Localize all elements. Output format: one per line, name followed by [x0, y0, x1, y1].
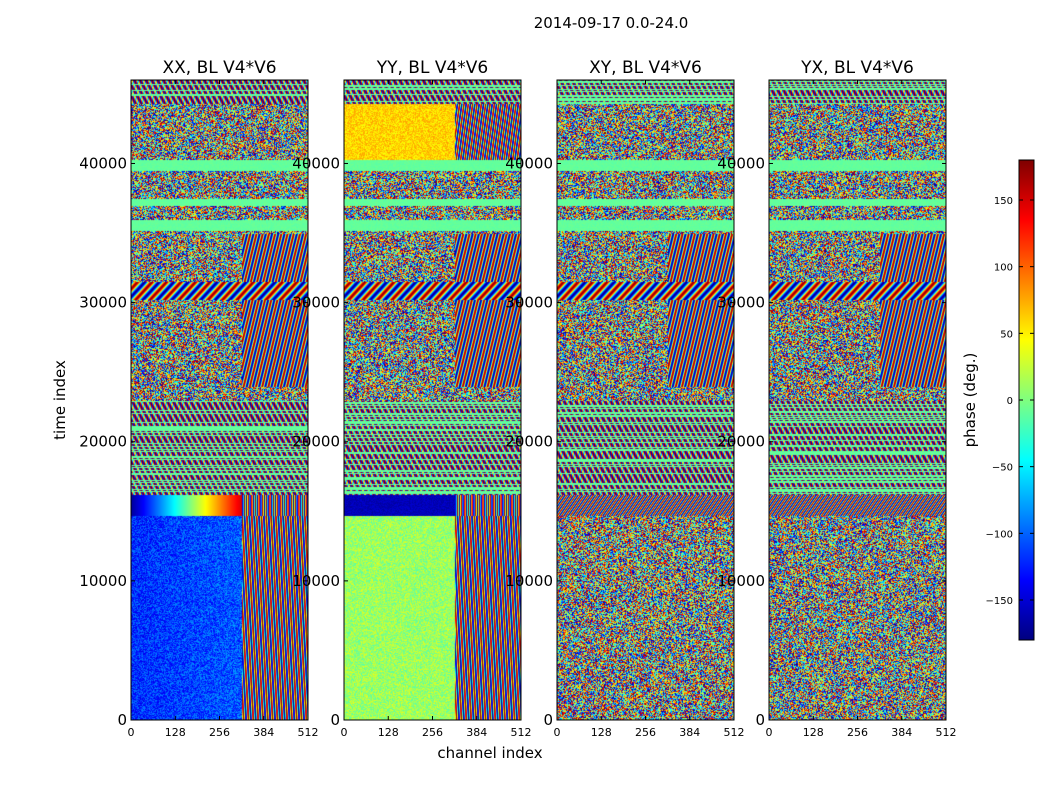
y-tick-label: 40000	[505, 154, 553, 172]
y-tick-label: 0	[755, 711, 765, 729]
x-tick-label: 384	[466, 726, 487, 739]
y-tick-label: 20000	[79, 433, 127, 451]
colorbar-tick-label: 100	[994, 263, 1013, 274]
y-tick-label: 30000	[505, 294, 553, 312]
figure-suptitle: 2014-09-17 0.0-24.0	[534, 14, 689, 32]
panel-title: YX, BL V4*V6	[800, 58, 914, 78]
y-tick-label: 30000	[717, 294, 765, 312]
x-tick-label: 128	[165, 726, 186, 739]
y-tick-label: 30000	[292, 294, 340, 312]
x-tick-label: 512	[724, 726, 745, 739]
colorbar: −150 −100 −50 0 50 100 150 phase (deg.)	[961, 159, 1035, 641]
x-tick-label: 384	[253, 726, 274, 739]
y-tick-label: 10000	[505, 572, 553, 590]
x-tick-label: 0	[128, 726, 135, 739]
y-tick-label: 10000	[717, 572, 765, 590]
figure-xlabel: channel index	[437, 744, 542, 762]
y-tick-label: 40000	[292, 154, 340, 172]
panel-title: YY, BL V4*V6	[376, 58, 489, 78]
heatmap-image	[769, 80, 946, 720]
x-tick-label: 256	[209, 726, 230, 739]
x-tick-label: 128	[378, 726, 399, 739]
y-tick-label: 30000	[79, 294, 127, 312]
x-tick-label: 512	[936, 726, 957, 739]
x-tick-label: 128	[591, 726, 612, 739]
panel-title: XX, BL V4*V6	[162, 58, 276, 78]
x-tick-label: 0	[341, 726, 348, 739]
y-tick-label: 10000	[292, 572, 340, 590]
heatmap-panel: YX, BL V4*V6 0 128 256 384 512 0 10000 20000 3000…	[717, 58, 956, 739]
heatmap-image	[344, 80, 521, 720]
y-tick-label: 0	[117, 711, 127, 729]
y-tick-label: 40000	[79, 154, 127, 172]
heatmap-image	[557, 80, 734, 720]
colorbar-label: phase (deg.)	[961, 353, 979, 448]
figure-ylabel: time index	[51, 360, 69, 440]
y-tick-label: 0	[543, 711, 553, 729]
x-tick-label: 512	[298, 726, 319, 739]
x-tick-label: 256	[847, 726, 868, 739]
y-tick-label: 0	[330, 711, 340, 729]
panel-title: XY, BL V4*V6	[589, 58, 702, 78]
heatmap-image	[131, 80, 308, 720]
x-tick-label: 256	[422, 726, 443, 739]
y-tick-label: 20000	[505, 433, 553, 451]
y-tick-label: 10000	[79, 572, 127, 590]
y-tick-label: 40000	[717, 154, 765, 172]
heatmap-panel: XY, BL V4*V6 0 128 256 384 512 0 10000 20000 3000…	[505, 58, 744, 739]
colorbar-tick-label: 50	[1000, 329, 1013, 340]
x-tick-label: 128	[803, 726, 824, 739]
colorbar-tick-label: 0	[1007, 396, 1013, 407]
x-tick-label: 384	[891, 726, 912, 739]
x-tick-label: 384	[679, 726, 700, 739]
x-tick-label: 256	[635, 726, 656, 739]
y-tick-label: 20000	[292, 433, 340, 451]
x-tick-label: 0	[766, 726, 773, 739]
x-tick-label: 0	[554, 726, 561, 739]
heatmap-panels: XX, BL V4*V6 0 128 256 384 512 0 10000 20000 3000…	[79, 58, 956, 739]
heatmap-panel: YY, BL V4*V6 0 128 256 384 512 0 10000 20000 3000…	[292, 58, 531, 739]
colorbar-tick-label: −50	[992, 463, 1013, 474]
heatmap-panel: XX, BL V4*V6 0 128 256 384 512 0 10000 20000 3000…	[79, 58, 318, 739]
y-tick-label: 20000	[717, 433, 765, 451]
colorbar-tick-label: −100	[986, 529, 1013, 540]
colorbar-tick-label: 150	[994, 196, 1013, 207]
x-tick-label: 512	[511, 726, 532, 739]
colorbar-tick-label: −150	[986, 596, 1013, 607]
